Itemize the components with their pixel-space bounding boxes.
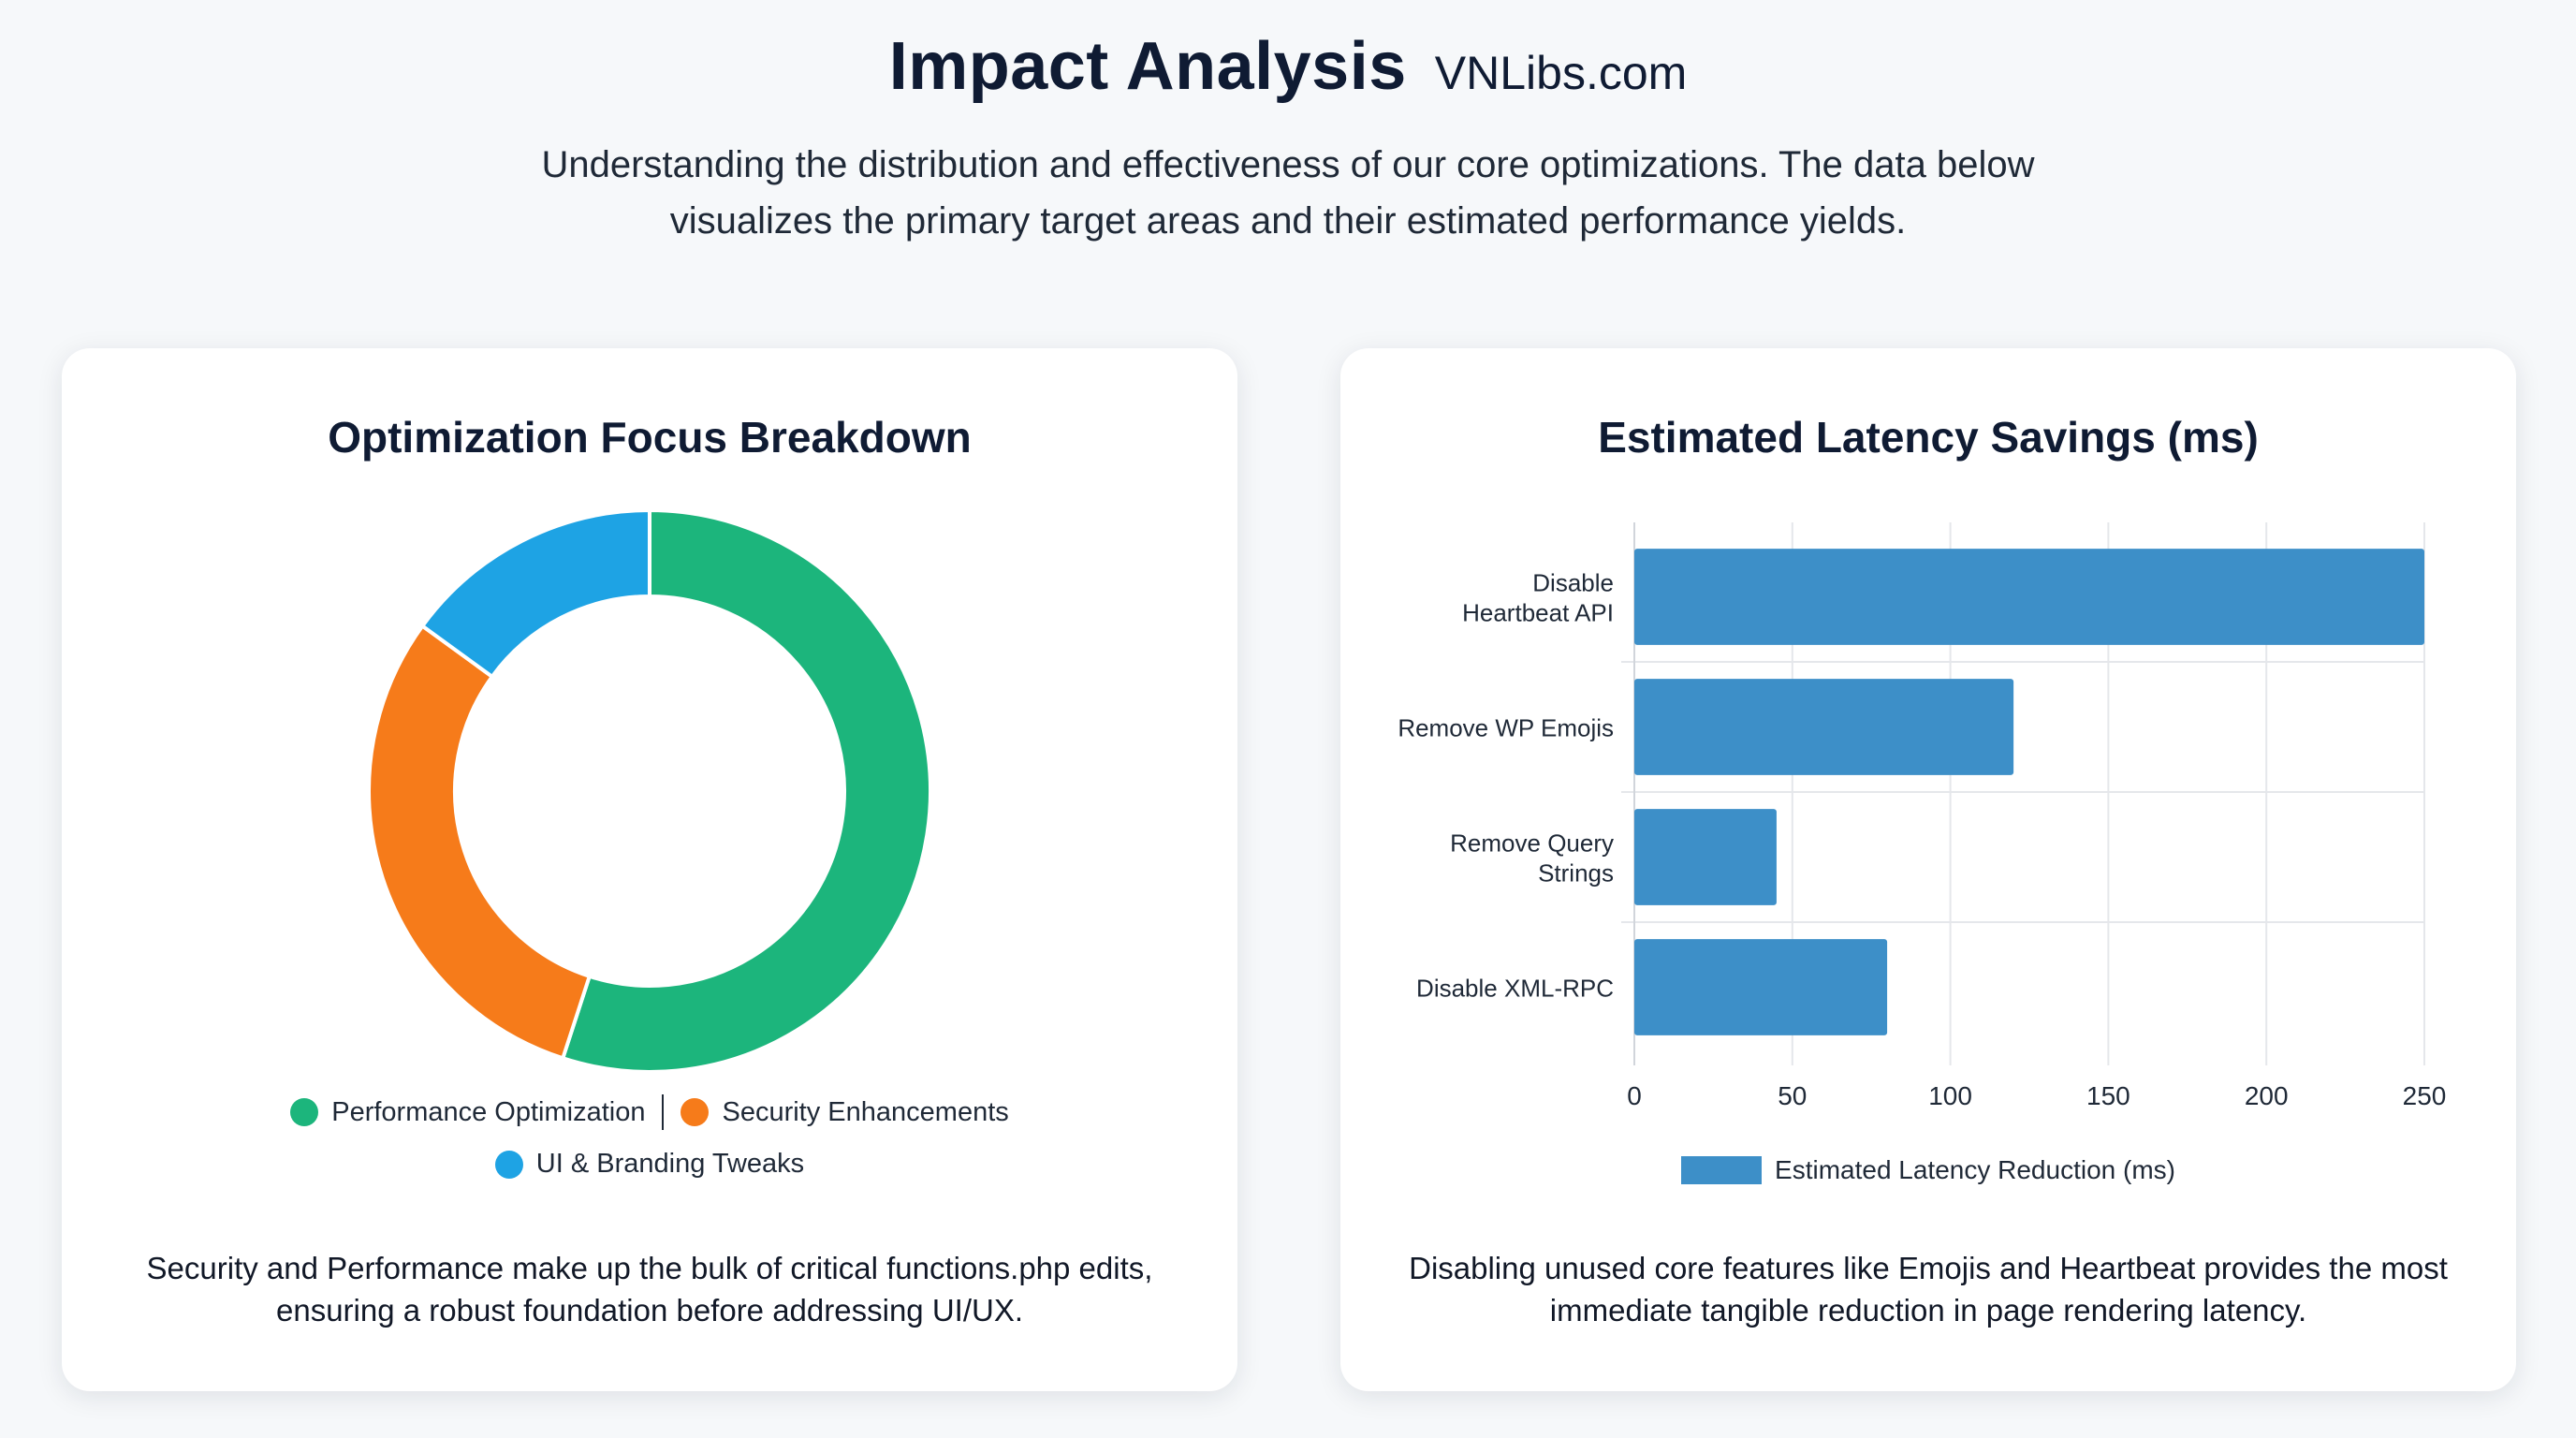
page-title: Impact Analysis	[888, 29, 1407, 104]
y-tick-label: Heartbeat API	[1462, 599, 1614, 627]
x-tick-label: 50	[1778, 1081, 1807, 1110]
donut-chart-note: Security and Performance make up the bul…	[146, 1251, 1153, 1328]
donut-slice-ui-branding-tweaks[interactable]	[419, 507, 651, 680]
legend-item-performance: Performance Optimization	[290, 1097, 645, 1128]
x-tick-label: 250	[2403, 1081, 2447, 1110]
y-tick-label: Remove WP Emojis	[1398, 714, 1614, 742]
donut-chart-title: Optimization Focus Breakdown	[328, 413, 972, 462]
legend-label-latency: Estimated Latency Reduction (ms)	[1775, 1155, 2175, 1184]
y-tick-label: Remove Query	[1450, 829, 1614, 858]
focus-breakdown-card: Optimization Focus Breakdown Performance…	[62, 348, 1237, 1391]
legend-swatch-latency	[1681, 1156, 1763, 1184]
x-tick-label: 200	[2245, 1081, 2289, 1110]
donut-legend-row-2: UI & Branding Tweaks	[62, 1149, 1237, 1180]
y-tick-label: Strings	[1538, 859, 1614, 888]
site-name: VNLibs.com	[1434, 47, 1688, 99]
legend-label-security: Security Enhancements	[722, 1096, 1009, 1127]
x-tick-label: 150	[2086, 1081, 2130, 1110]
legend-dot-ui-branding	[494, 1150, 523, 1179]
legend-item-security: Security Enhancements	[681, 1096, 1009, 1128]
title-row: Impact Analysis VNLibs.com	[0, 28, 2576, 105]
bar-chart-note: Disabling unused core features like Emoj…	[1409, 1251, 2448, 1328]
bar-legend: Estimated Latency Reduction (ms)	[1340, 1155, 2516, 1185]
x-tick-label: 0	[1627, 1081, 1642, 1110]
bar-remove-query-strings[interactable]	[1634, 809, 1777, 905]
bar-remove-wp-emojis[interactable]	[1634, 679, 2014, 775]
y-tick-label: Disable	[1532, 569, 1614, 597]
donut-legend-row-1: Performance Optimization Security Enhanc…	[62, 1094, 1237, 1130]
legend-label-ui-branding: UI & Branding Tweaks	[535, 1149, 805, 1179]
donut-slice-performance-optimization[interactable]	[560, 507, 932, 1074]
page-header: Impact Analysis VNLibs.com Understanding…	[0, 28, 2576, 249]
latency-savings-card: Estimated Latency Savings (ms) 0 50 100 150…	[1340, 348, 2516, 1391]
legend-dot-security	[681, 1098, 710, 1126]
legend-dot-performance	[290, 1098, 319, 1126]
legend-separator	[662, 1094, 665, 1130]
page-subtitle: Understanding the distribution and effec…	[541, 144, 2035, 242]
donut-slice-security-enhancements[interactable]	[367, 623, 593, 1061]
donut-chart	[367, 507, 932, 1074]
bar-disable-heartbeat-api[interactable]	[1634, 549, 2424, 645]
legend-item-ui-branding: UI & Branding Tweaks	[494, 1149, 805, 1180]
y-tick-label: Disable XML-RPC	[1416, 975, 1614, 1003]
x-tick-label: 100	[1928, 1081, 1972, 1110]
bar-disable-xml-rpc[interactable]	[1634, 939, 1888, 1035]
bar-chart-title: Estimated Latency Savings (ms)	[1598, 413, 2259, 462]
legend-label-performance: Performance Optimization	[331, 1096, 646, 1127]
